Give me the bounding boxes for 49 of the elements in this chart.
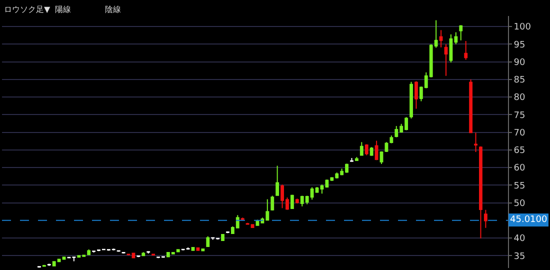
candlestick: [240, 217, 244, 221]
chart-title: ロウソク足▼: [4, 5, 51, 14]
y-tick-label: 65: [514, 146, 526, 156]
candlestick: [270, 195, 274, 212]
candlestick: [132, 252, 136, 259]
y-tick-label: 75: [514, 110, 526, 121]
ref-line-label: 45.0100: [510, 215, 548, 225]
y-tick-label: 95: [514, 40, 526, 50]
candlestick: [464, 40, 468, 60]
candlestick: [226, 230, 230, 234]
candlestick: [290, 194, 294, 210]
candlestick: [122, 252, 126, 254]
candlestick: [459, 24, 463, 41]
candlestick: [479, 146, 482, 239]
y-tick-label: 80: [514, 93, 526, 104]
candlestick: [206, 236, 210, 248]
candlestick: [484, 209, 488, 228]
candlestick: [47, 263, 51, 266]
candlestick: [364, 144, 368, 156]
candlestick: [370, 146, 374, 156]
candlestick: [374, 140, 378, 161]
y-tick-label: 60: [514, 164, 526, 174]
candlestick: [439, 30, 443, 48]
candlestick: [276, 165, 280, 196]
y-tick-label: 100: [514, 22, 532, 33]
candlestick: [87, 248, 91, 256]
candlestick: [295, 198, 299, 204]
candlestick: [116, 250, 120, 252]
text: 陽線: [55, 5, 71, 14]
y-tick-label: 55: [514, 181, 526, 192]
candlestick: [474, 132, 478, 153]
candlestick: [142, 252, 146, 257]
text: 陰線: [105, 5, 121, 14]
candlestick: [469, 78, 473, 134]
candlestick: [136, 255, 140, 258]
y-tick-label: 35: [514, 252, 526, 262]
candlestick: [444, 44, 448, 76]
candlestick: [221, 234, 224, 242]
candlestick: [350, 158, 354, 162]
candlestick: [360, 142, 364, 156]
y-tick-label: 70: [514, 128, 526, 138]
candlestick: [414, 80, 418, 110]
y-tick-label: 40: [514, 234, 526, 244]
candlestick: [410, 81, 413, 120]
y-tick-label: 90: [514, 58, 526, 68]
y-tick-label: 50: [514, 198, 526, 209]
y-tick-label: 85: [514, 76, 526, 86]
candlestick: [354, 156, 358, 162]
candlestick: [196, 247, 200, 252]
